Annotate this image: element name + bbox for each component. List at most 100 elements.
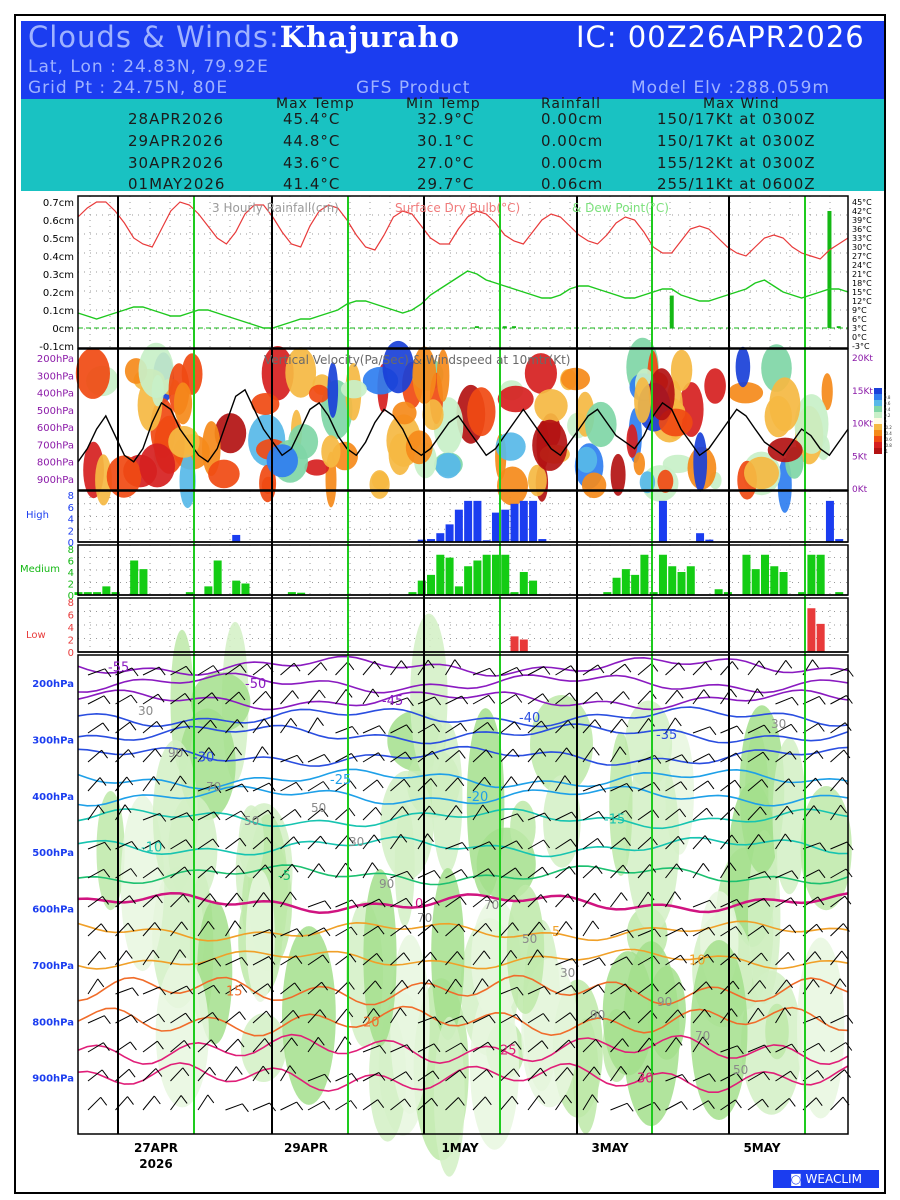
wind-barb-flag [289, 1065, 297, 1074]
wind-barb-flag [210, 719, 217, 729]
wind-barb-flag [405, 1071, 413, 1080]
cloud-bar [454, 509, 463, 542]
wind-barb-flag [211, 692, 219, 702]
cloud-bar [519, 500, 528, 542]
wind-barb [582, 1038, 597, 1053]
wind-barb-flag [324, 1074, 332, 1083]
wind-barb-flag [594, 719, 602, 728]
colorbar-swatch [874, 430, 882, 436]
wind-barb-flag [540, 1067, 547, 1077]
wind-barb-flag [623, 1010, 631, 1020]
wind-barb [472, 1069, 488, 1082]
wind-barb [665, 717, 676, 734]
wind-barb-flag [459, 1069, 467, 1079]
weaclim-logo: ◙ WEACLIM [773, 1170, 879, 1188]
wind-barb [637, 836, 652, 850]
wind-barb [390, 952, 405, 966]
wind-barb-flag [619, 746, 627, 756]
rain-bar [827, 211, 832, 328]
wind-barb [170, 949, 181, 966]
wind-barb-flag [516, 986, 524, 996]
wind-barb-flag [707, 780, 715, 790]
wind-barb-flag [104, 668, 112, 678]
wind-barb [500, 1095, 513, 1111]
wind-barb-flag [103, 868, 111, 878]
speed-axis-tick: 20Kt [852, 354, 873, 364]
cloud-bar [686, 566, 695, 595]
wind-barb [720, 807, 734, 821]
product-name: GFS Product [356, 78, 471, 98]
wind-barb-flag [736, 899, 744, 908]
wind-barb-flag [817, 1070, 824, 1079]
cloud-bar [779, 572, 788, 595]
wind-barb-flag [241, 1103, 249, 1113]
wind-barb [142, 922, 156, 937]
wind-barb [720, 779, 736, 792]
temp-axis-tick: 45°C [852, 198, 872, 207]
velocity-blob [138, 342, 174, 398]
wind-barb [390, 1044, 408, 1053]
dew-point-line [77, 270, 849, 329]
wind-barb [830, 804, 842, 821]
wind-barb [280, 808, 296, 821]
wind-barb-flag [457, 777, 465, 787]
wind-barb-flag [264, 1038, 272, 1047]
wind-barb-flag [317, 1037, 325, 1046]
wind-barb [87, 1015, 105, 1024]
wind-barb-flag [812, 659, 819, 669]
wind-barb-flag [566, 747, 573, 757]
wind-barb [170, 692, 186, 705]
wind-barb [225, 984, 242, 995]
wind-barb [307, 981, 322, 995]
cloud-bar [213, 560, 222, 595]
cloud-bar [835, 539, 844, 542]
wind-barb-flag [813, 805, 821, 814]
cloud-axis-tick: 2 [68, 636, 74, 647]
cloud-axis-tick: 6 [68, 557, 74, 568]
temp-axis-tick: 24°C [852, 261, 872, 270]
wind-barb-flag [812, 978, 820, 988]
wind-barb [225, 1011, 240, 1024]
rain-axis-tick: 0.2cm [43, 288, 74, 299]
wind-barb [665, 835, 679, 850]
cloud-bar [510, 503, 519, 542]
wind-barb-flag [622, 1038, 629, 1047]
wind-barb [197, 957, 215, 966]
wind-barb-flag [542, 1013, 550, 1022]
wind-barb-flag [348, 807, 356, 817]
wind-barb-flag [323, 927, 331, 937]
wind-barb-flag [350, 1100, 358, 1109]
wind-barb-flag [736, 1072, 743, 1082]
wind-barb-flag [159, 986, 167, 996]
wind-barb [472, 868, 489, 879]
wind-barb [555, 838, 571, 850]
wind-barb [582, 1011, 598, 1024]
wind-barb [830, 1042, 847, 1053]
contour-label: -45 [382, 694, 403, 709]
wind-barb [252, 782, 270, 792]
wind-barb-flag [321, 981, 329, 991]
wind-barb [830, 1069, 845, 1082]
wind-barb [197, 1066, 210, 1082]
wind-barb-flag [543, 666, 551, 675]
cloud-bar [445, 557, 454, 595]
wind-barb-flag [207, 1094, 215, 1104]
wind-barb-flag [735, 1099, 742, 1109]
wind-barb-flag [213, 811, 221, 821]
cloud-bar [510, 636, 519, 652]
wind-barb-flag [737, 1045, 744, 1055]
wind-barb-flag [350, 753, 358, 762]
wind-barb [500, 1068, 515, 1082]
velocity-blob [382, 340, 414, 394]
wind-barb-flag [788, 1098, 796, 1107]
wind-barb [142, 949, 154, 966]
wind-barb-flag [709, 1073, 716, 1082]
wind-barb [830, 777, 843, 792]
wind-barb-flag [598, 984, 605, 994]
wind-barb-flag [293, 836, 301, 846]
wind-barb-flag [595, 865, 603, 875]
wind-barb-flag [569, 1012, 577, 1022]
velocity-blob [321, 435, 341, 468]
cloud-bar [510, 592, 519, 595]
wind-barb [720, 953, 735, 966]
